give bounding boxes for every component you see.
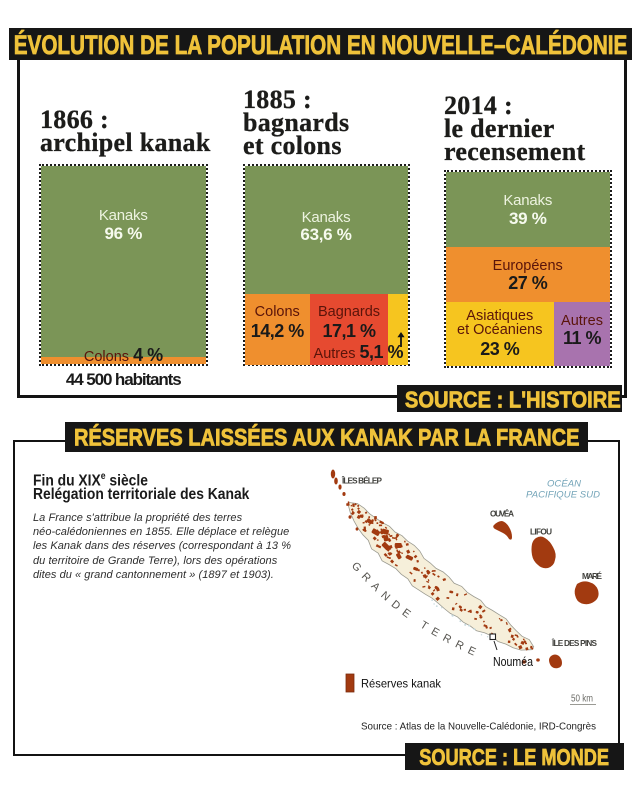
svg-text:Nouméa: Nouméa <box>493 655 533 669</box>
svg-text:ÎLES BÉLEP: ÎLES BÉLEP <box>341 475 383 486</box>
svg-text:LIFOU: LIFOU <box>530 528 552 537</box>
svg-text:Source : Atlas de la Nouvelle-: Source : Atlas de la Nouvelle-Calédonie,… <box>361 721 596 733</box>
svg-text:Réserves kanak: Réserves kanak <box>361 677 442 691</box>
svg-text:OCÉAN: OCÉAN <box>547 479 581 490</box>
svg-text:50 km: 50 km <box>571 694 593 705</box>
svg-text:PACIFIQUE SUD: PACIFIQUE SUD <box>526 490 600 501</box>
svg-text:MARÉ: MARÉ <box>582 571 603 581</box>
svg-text:ÎLE DES PINS: ÎLE DES PINS <box>551 637 598 648</box>
svg-text:OUVÉA: OUVÉA <box>490 509 514 519</box>
